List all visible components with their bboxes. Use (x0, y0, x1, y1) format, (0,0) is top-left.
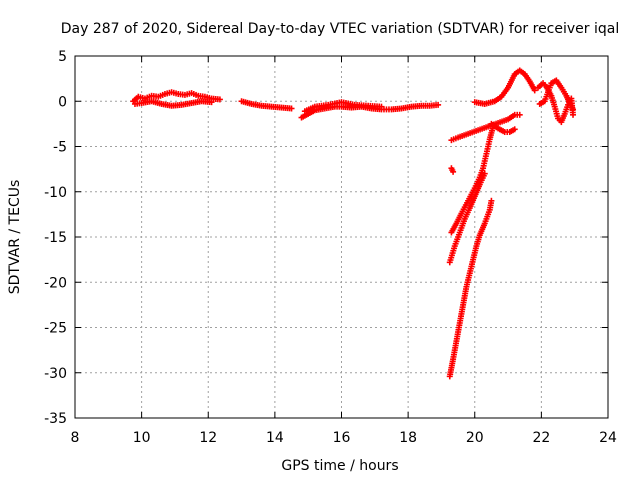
x-axis-label: GPS time / hours (281, 458, 398, 474)
x-tick-label: 12 (199, 430, 217, 446)
y-tick-label: -15 (44, 230, 67, 246)
x-tick-label: 14 (266, 430, 284, 446)
data-point (511, 126, 518, 133)
data-point (216, 96, 223, 103)
data-point (570, 111, 577, 118)
y-tick-label: -30 (44, 366, 67, 382)
y-tick-label: -25 (44, 321, 67, 337)
x-tick-label: 10 (133, 430, 151, 446)
data-point (516, 111, 523, 118)
x-tick-label: 16 (333, 430, 351, 446)
data-point (450, 168, 457, 175)
data-markers (130, 67, 577, 380)
x-tick-label: 18 (399, 430, 417, 446)
y-tick-label: 5 (58, 49, 67, 65)
data-point (490, 123, 497, 130)
grid (75, 56, 608, 418)
x-tick-label: 20 (466, 430, 484, 446)
data-point (531, 87, 538, 94)
data-point (488, 197, 495, 204)
data-point (435, 101, 442, 108)
data-point (378, 103, 385, 110)
chart-title: Day 287 of 2020, Sidereal Day-to-day VTE… (61, 21, 619, 37)
data-point (208, 99, 215, 106)
data-point (570, 106, 577, 113)
y-tick-label: -20 (44, 275, 67, 291)
y-axis-label: SDTVAR / TECUs (7, 180, 23, 295)
x-tick-label: 22 (532, 430, 550, 446)
data-point (481, 170, 488, 177)
y-tick-label: -10 (44, 185, 67, 201)
axis-ticks: 8 10 12 14 16 18 20 22 24 5 0 -5 -10 -15 -20 -25 -30 -35 (44, 49, 617, 446)
x-tick-label: 24 (599, 430, 617, 446)
y-tick-label: 0 (58, 94, 67, 110)
data-point (288, 105, 295, 112)
y-tick-label: -35 (44, 411, 67, 427)
y-tick-label: -5 (53, 140, 67, 156)
x-tick-label: 8 (71, 430, 80, 446)
